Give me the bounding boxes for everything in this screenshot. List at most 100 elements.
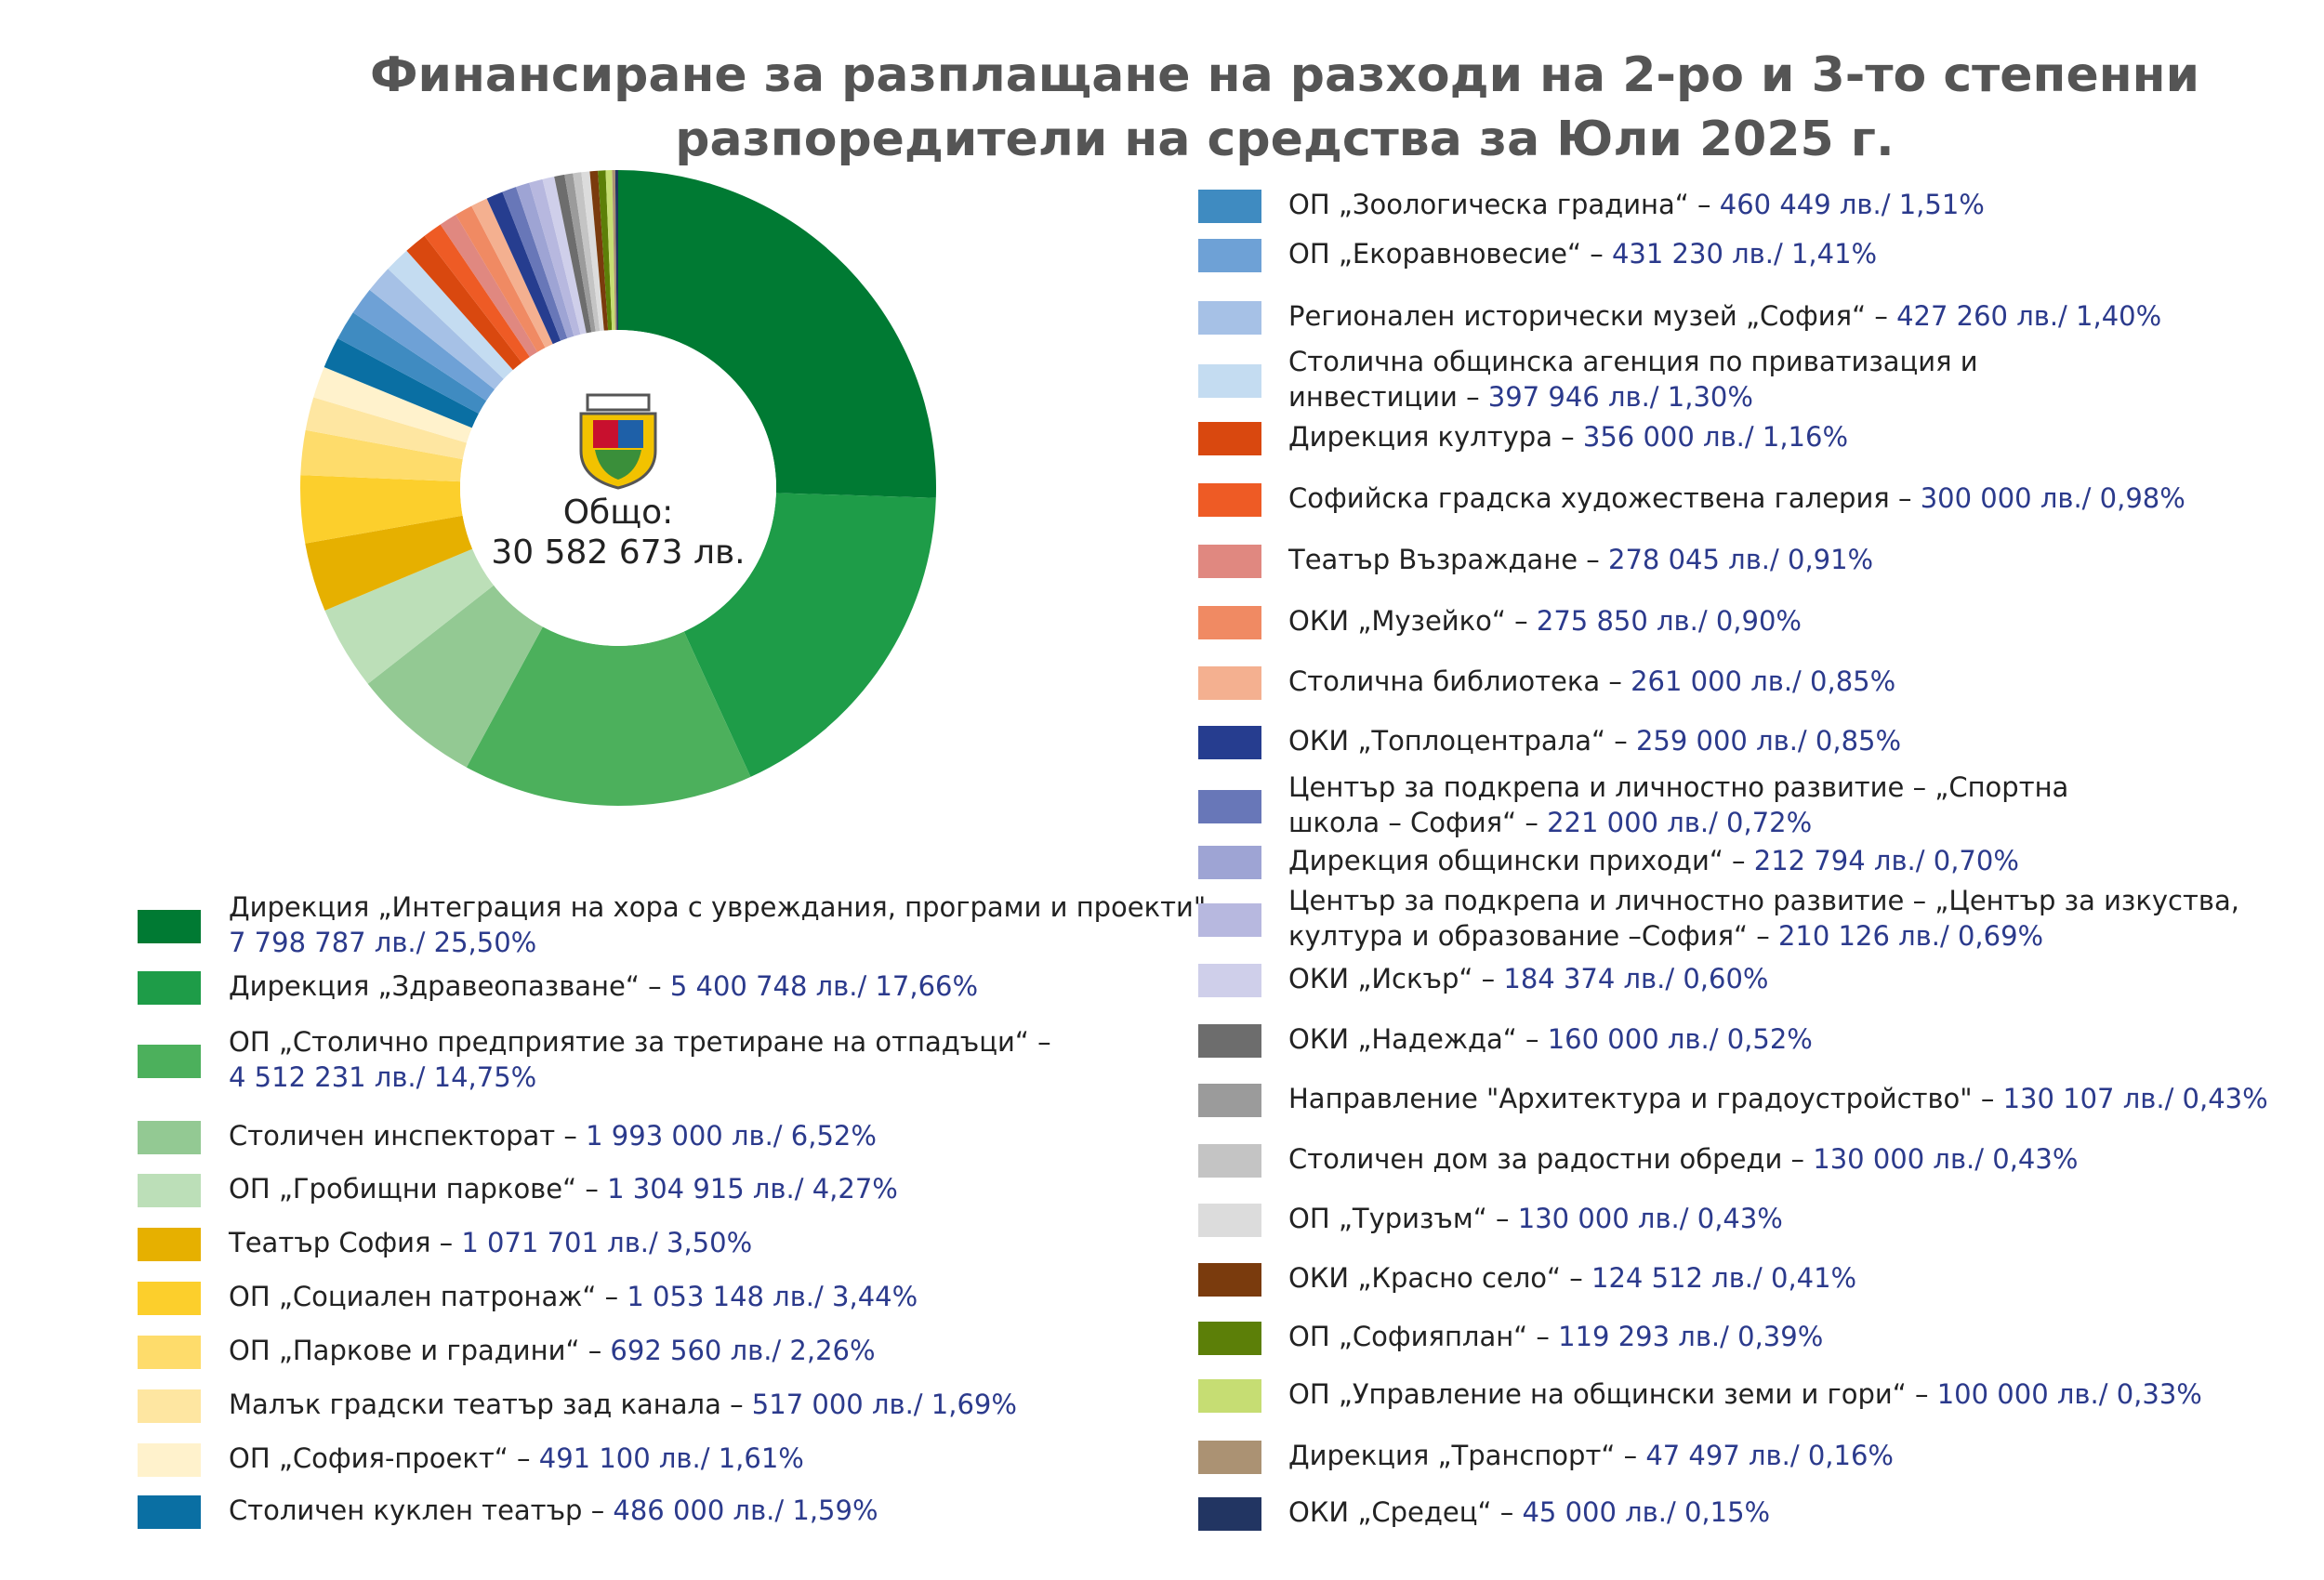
legend-swatch [1198, 1263, 1261, 1297]
slice [352, 289, 495, 402]
slice [618, 170, 936, 498]
legend-swatch [1198, 666, 1261, 700]
legend-value: 1 071 701 лв./ 3,50% [461, 1227, 752, 1258]
slice [612, 170, 617, 331]
legend-value: 130 107 лв./ 0,43% [2003, 1083, 2268, 1114]
legend-label: Софийска градска художествена галерия – … [1288, 482, 2185, 514]
legend-label: ОП „Столично предприятие за третиране на… [229, 1026, 1051, 1058]
legend-swatch [138, 1282, 201, 1315]
legend-swatch [1198, 726, 1261, 759]
legend-name: Софийска градска художествена галерия – [1288, 482, 1911, 514]
slice [573, 172, 601, 332]
legend-name: Дирекция „Интеграция на хора с увреждани… [229, 891, 1228, 923]
legend-label: Театър София – 1 071 701 лв./ 3,50% [228, 1227, 752, 1258]
legend-swatch [1198, 1144, 1261, 1178]
legend-name: Направление "Архитектура и градоустройст… [1288, 1083, 1994, 1114]
legend-value: 486 000 лв./ 1,59% [613, 1494, 878, 1526]
slice [564, 173, 596, 333]
donut [300, 170, 936, 807]
legend-name: Малък градски театър зад канала – [229, 1389, 744, 1420]
legend-label: Столичен инспекторат – 1 993 000 лв./ 6,… [229, 1120, 877, 1152]
legend-value: 160 000 лв./ 0,52% [1548, 1023, 1813, 1055]
legend-value: 427 260 лв./ 1,40% [1896, 300, 2161, 332]
legend-value: 210 126 лв./ 0,69% [1778, 920, 2043, 952]
slice [529, 178, 581, 336]
legend-value: 431 230 лв./ 1,41% [1612, 238, 1877, 270]
legend-name: култура и образование –София“ – [1288, 920, 1770, 952]
legend-swatch [1198, 846, 1261, 879]
legend-swatch [1198, 422, 1261, 455]
legend-value: 5 400 748 лв./ 17,66% [670, 970, 978, 1002]
legend-value: 278 045 лв./ 0,91% [1608, 544, 1873, 575]
slice [554, 174, 592, 334]
legend-name: ОП „Гробищни паркове“ – [229, 1173, 599, 1205]
legend-swatch [138, 1174, 201, 1207]
legend-label: Дирекция общински приходи“ – 212 794 лв.… [1288, 845, 2019, 876]
slice [440, 215, 538, 358]
slice [369, 269, 504, 390]
legend-name: Дирекция култура – [1288, 421, 1575, 453]
slice [388, 250, 513, 379]
legend-label: ОП „Софияплан“ – 119 293 лв./ 0,39% [1288, 1321, 1823, 1352]
legend-label: Столична общинска агенция по приватизаци… [1288, 346, 1978, 377]
legend-swatch [138, 1121, 201, 1154]
legend-name: ОП „Управление на общински земи и гори“ … [1288, 1378, 1929, 1410]
slice [300, 429, 463, 482]
legend-value: 1 053 148 лв./ 3,44% [627, 1281, 918, 1312]
slice [471, 198, 553, 349]
legend-swatch [1198, 1024, 1261, 1058]
legend-name: Столичен дом за радостни обреди – [1288, 1143, 1804, 1175]
legend-label: ОКИ „Красно село“ – 124 512 лв./ 0,41% [1288, 1262, 1856, 1294]
legend-label: Столичен куклен театър – 486 000 лв./ 1,… [229, 1494, 878, 1526]
legend-swatch [1198, 1084, 1261, 1117]
slice [486, 191, 561, 345]
legend-label: ОП „София-проект“ – 491 100 лв./ 1,61% [229, 1442, 804, 1474]
slice [614, 170, 618, 331]
legend-swatch [138, 1336, 201, 1369]
legend-swatch [138, 1228, 201, 1261]
legend-name: Столична общинска агенция по приватизаци… [1288, 346, 1978, 377]
legend-name: Столичен инспекторат – [229, 1120, 577, 1152]
slice [300, 475, 463, 544]
legend-label: ОКИ „Средец“ – 45 000 лв./ 0,15% [1288, 1496, 1770, 1528]
slice [305, 515, 473, 611]
legend-name: ОКИ „Надежда“ – [1288, 1023, 1539, 1055]
legend-value: 261 000 лв./ 0,85% [1631, 665, 1895, 697]
legend-label: инвестиции – 397 946 лв./ 1,30% [1288, 381, 1753, 413]
legend-name: ОКИ „Топлоцентрала“ – [1288, 725, 1628, 757]
legend-label: ОП „Зоологическа градина“ – 460 449 лв./… [1288, 189, 1985, 220]
legend-label: Театър Възраждане – 278 045 лв./ 0,91% [1287, 544, 1873, 575]
slice [456, 205, 546, 352]
legend-label: ОКИ „Искър“ – 184 374 лв./ 0,60% [1288, 963, 1768, 994]
slice [406, 235, 522, 371]
legend-swatch [138, 1495, 201, 1529]
slice [683, 493, 936, 777]
slice [367, 585, 543, 768]
slice [598, 170, 613, 331]
legend-value: 100 000 лв./ 0,33% [1937, 1378, 2202, 1410]
legend-name: ОП „Екоравновесие“ – [1288, 238, 1604, 270]
legend-label: Център за подкрепа и личностно развитие … [1288, 885, 2239, 916]
legend-name: Център за подкрепа и личностно развитие … [1288, 771, 2068, 803]
legend-name: Дирекция „Транспорт“ – [1288, 1440, 1637, 1471]
legend-swatch [138, 1443, 201, 1477]
legend-swatch [138, 910, 201, 943]
legend-swatch [138, 971, 201, 1005]
legend-value: 130 000 лв./ 0,43% [1518, 1203, 1783, 1234]
legend-swatch [1198, 964, 1261, 997]
legend-swatch [1198, 1204, 1261, 1237]
legend-value: 47 497 лв./ 0,16% [1645, 1440, 1894, 1471]
legend-value: 184 374 лв./ 0,60% [1503, 963, 1768, 994]
legend-label: ОКИ „Надежда“ – 160 000 лв./ 0,52% [1288, 1023, 1813, 1055]
legend-label: Дирекция „Транспорт“ – 47 497 лв./ 0,16% [1288, 1440, 1894, 1471]
legend-label: култура и образование –София“ – 210 126 … [1288, 920, 2043, 952]
legend-value: 300 000 лв./ 0,98% [1921, 482, 2185, 514]
legend-value: 7 798 787 лв./ 25,50% [229, 927, 536, 958]
chart-title: Финансиране за разплащане на разходи на … [370, 47, 2199, 103]
legend-name: Център за подкрепа и личностно развитие … [1288, 885, 2239, 916]
slice [502, 187, 568, 341]
legend-swatch [1198, 301, 1261, 335]
legend-value: 45 000 лв./ 0,15% [1522, 1496, 1770, 1528]
legend-label: ОП „Паркове и градини“ – 692 560 лв./ 2,… [229, 1335, 876, 1366]
